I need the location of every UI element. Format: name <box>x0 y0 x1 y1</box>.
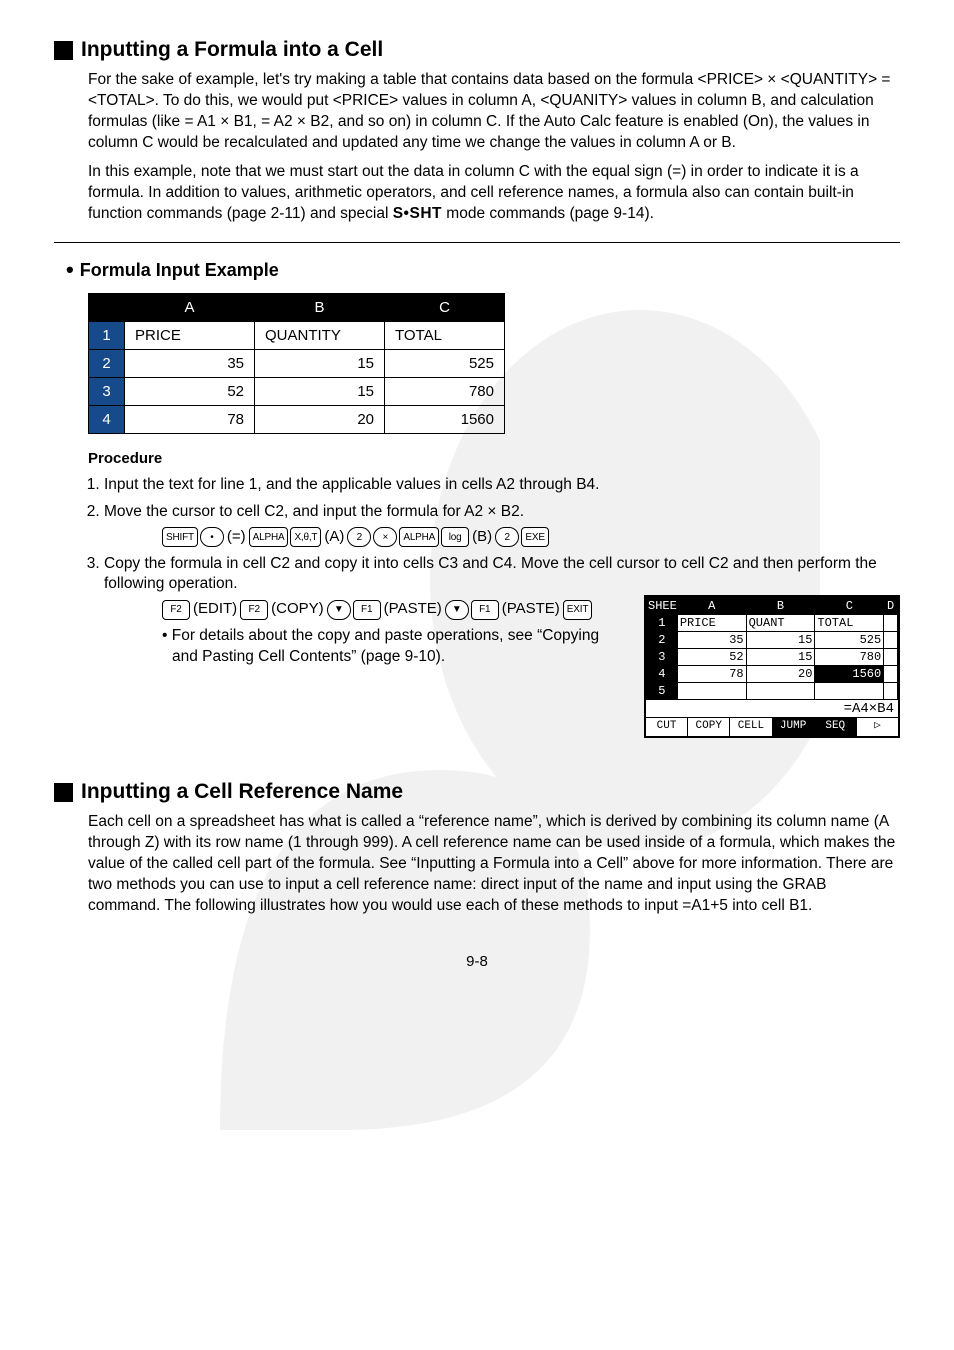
step-1: Input the text for line 1, and the appli… <box>104 475 900 496</box>
step-3: Copy the formula in cell C2 and copy it … <box>104 554 900 739</box>
calc-softkey-menu: CUT COPY CELL JUMP SEQ ▷ <box>646 718 898 736</box>
f2-key: F2 <box>162 600 190 620</box>
f2-key: F2 <box>240 600 268 620</box>
section-title-text: Inputting a Cell Reference Name <box>81 780 403 804</box>
softkey-jump: JUMP <box>773 718 815 736</box>
calc-col-a: A <box>677 598 746 615</box>
page-number: 9-8 <box>54 953 900 970</box>
exe-key: EXE <box>521 527 549 547</box>
calc-col-b: B <box>746 598 815 615</box>
calc-row: 4 78 20 1560 <box>647 666 898 683</box>
f1-key: F1 <box>353 600 381 620</box>
calc-row: 3 52 15 780 <box>647 649 898 666</box>
section-title-cell-reference: Inputting a Cell Reference Name <box>54 780 900 804</box>
key-sequence-step3: F2 (EDIT) F2 (COPY) ▼ F1 (PASTE) ▼ F1 (P… <box>162 599 626 619</box>
divider <box>54 242 900 243</box>
calc-corner: SHEE <box>647 598 678 615</box>
xthetat-key: X,θ,T <box>290 527 321 547</box>
procedure-heading: Procedure <box>88 450 900 467</box>
log-key: log <box>441 527 469 547</box>
table-row: 3 52 15 780 <box>89 378 505 406</box>
b-label: (B) <box>471 527 493 547</box>
calc-col-d: D <box>884 598 898 615</box>
softkey-cut: CUT <box>646 718 688 736</box>
key-sequence-step2: SHIFT • (=) ALPHA X,θ,T (A) 2 × ALPHA lo… <box>162 527 900 547</box>
calculator-screenshot: SHEE A B C D 1 PRICE QUANT TOTAL <box>644 595 900 738</box>
col-header-b: B <box>255 294 385 322</box>
f1-key: F1 <box>471 600 499 620</box>
table-row: 1 PRICE QUANTITY TOTAL <box>89 322 505 350</box>
table-row: 2 35 15 525 <box>89 350 505 378</box>
col-header-c: C <box>385 294 505 322</box>
intro-paragraph-2: In this example, note that we must start… <box>88 162 900 225</box>
section-title-formula-cell: Inputting a Formula into a Cell <box>54 38 900 62</box>
corner-cell <box>89 294 125 322</box>
formula-example-heading: Formula Input Example <box>66 257 900 283</box>
softkey-cell: CELL <box>730 718 772 736</box>
two-key: 2 <box>495 527 519 547</box>
dot-key: • <box>200 527 224 547</box>
calc-row: 2 35 15 525 <box>647 632 898 649</box>
calc-row: 1 PRICE QUANT TOTAL <box>647 615 898 632</box>
intro-paragraph-1: For the sake of example, let's try makin… <box>88 70 900 154</box>
equals-label: (=) <box>226 527 247 547</box>
shift-key: SHIFT <box>162 527 198 547</box>
softkey-copy: COPY <box>688 718 730 736</box>
calc-col-c: C <box>815 598 884 615</box>
softkey-next: ▷ <box>857 718 898 736</box>
calc-row: 5 <box>647 683 898 700</box>
a-label: (A) <box>323 527 345 547</box>
multiply-key: × <box>373 527 397 547</box>
copy-paste-note: For details about the copy and paste ope… <box>162 626 626 668</box>
alpha-key: ALPHA <box>249 527 289 547</box>
calc-grid: SHEE A B C D 1 PRICE QUANT TOTAL <box>646 597 898 700</box>
paste-label: (PASTE) <box>383 599 443 619</box>
two-key: 2 <box>347 527 371 547</box>
down-arrow-key: ▼ <box>445 600 469 620</box>
calc-formula-bar: =A4×B4 <box>646 700 898 718</box>
s-sht-label: S•SHT <box>393 205 442 222</box>
example-table: A B C 1 PRICE QUANTITY TOTAL 2 35 15 525… <box>88 293 505 434</box>
copy-label: (COPY) <box>270 599 325 619</box>
paste-label: (PASTE) <box>501 599 561 619</box>
softkey-seq: SEQ <box>815 718 857 736</box>
section-title-text: Inputting a Formula into a Cell <box>81 38 383 62</box>
exit-key: EXIT <box>563 600 592 620</box>
step-2: Move the cursor to cell C2, and input th… <box>104 502 900 547</box>
edit-label: (EDIT) <box>192 599 238 619</box>
procedure-list: Input the text for line 1, and the appli… <box>88 475 900 738</box>
down-arrow-key: ▼ <box>327 600 351 620</box>
table-row: 4 78 20 1560 <box>89 406 505 434</box>
alpha-key: ALPHA <box>399 527 439 547</box>
col-header-a: A <box>125 294 255 322</box>
cell-reference-paragraph: Each cell on a spreadsheet has what is c… <box>88 812 900 917</box>
